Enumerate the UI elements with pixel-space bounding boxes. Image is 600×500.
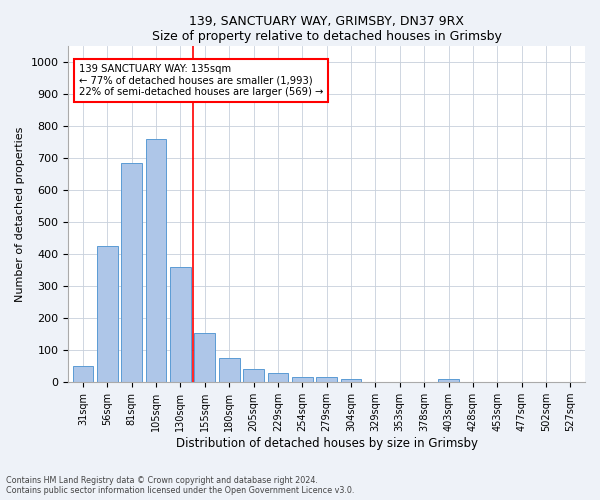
Bar	[438, 379, 459, 382]
Bar	[341, 379, 361, 382]
Bar	[219, 358, 239, 382]
Title: 139, SANCTUARY WAY, GRIMSBY, DN37 9RX
Size of property relative to detached hous: 139, SANCTUARY WAY, GRIMSBY, DN37 9RX Si…	[152, 15, 502, 43]
Bar	[73, 366, 93, 382]
Bar	[170, 267, 191, 382]
Bar	[243, 370, 264, 382]
Bar	[194, 332, 215, 382]
Text: Contains HM Land Registry data © Crown copyright and database right 2024.
Contai: Contains HM Land Registry data © Crown c…	[6, 476, 355, 495]
Bar	[316, 377, 337, 382]
Bar	[97, 246, 118, 382]
Text: 139 SANCTUARY WAY: 135sqm
← 77% of detached houses are smaller (1,993)
22% of se: 139 SANCTUARY WAY: 135sqm ← 77% of detac…	[79, 64, 323, 98]
Bar	[292, 377, 313, 382]
Bar	[121, 162, 142, 382]
X-axis label: Distribution of detached houses by size in Grimsby: Distribution of detached houses by size …	[176, 437, 478, 450]
Y-axis label: Number of detached properties: Number of detached properties	[15, 126, 25, 302]
Bar	[268, 373, 288, 382]
Bar	[146, 138, 166, 382]
